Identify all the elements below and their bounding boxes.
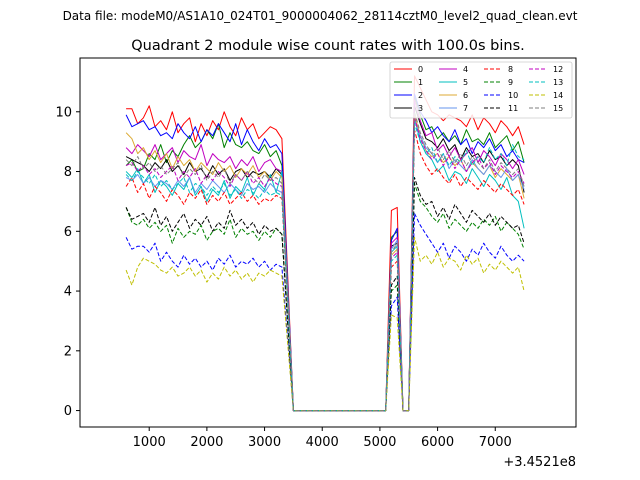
- legend-label-6: 6: [463, 91, 468, 100]
- series-10-line: [125, 212, 525, 412]
- legend-label-15: 15: [553, 104, 563, 113]
- series-14-line: [125, 236, 525, 412]
- series-15-line: [125, 111, 525, 412]
- legend-label-5: 5: [463, 78, 468, 87]
- legend-label-14: 14: [553, 91, 563, 100]
- y-tick-label: 2: [64, 344, 72, 359]
- series-4-line: [125, 99, 525, 412]
- x-tick-label: 2000: [190, 435, 223, 450]
- x-tick-label: 5000: [363, 435, 396, 450]
- legend-label-0: 0: [418, 65, 423, 74]
- legend-label-3: 3: [418, 104, 423, 113]
- series-layer: [125, 75, 525, 412]
- series-0-line: [126, 75, 525, 412]
- y-tick-label: 4: [64, 285, 72, 300]
- x-tick-label: 7000: [479, 435, 512, 450]
- legend-label-7: 7: [463, 104, 468, 113]
- legend-label-4: 4: [463, 65, 468, 74]
- x-tick-label: 1000: [133, 435, 166, 450]
- x-offset-text: +3.4521e8: [503, 455, 576, 470]
- legend-label-8: 8: [508, 65, 513, 74]
- legend-label-12: 12: [553, 65, 563, 74]
- axes-frame: [79, 57, 577, 428]
- x-tick-label: 6000: [421, 435, 454, 450]
- y-axis: 0 2 4 6 8 10: [55, 105, 80, 419]
- legend-label-11: 11: [508, 104, 518, 113]
- legend-label-1: 1: [418, 78, 423, 87]
- series-9-line: [125, 183, 525, 412]
- legend-label-9: 9: [508, 78, 513, 87]
- series-6-line: [125, 114, 525, 412]
- y-tick-label: 8: [64, 165, 72, 180]
- series-1-line: [125, 96, 525, 412]
- legend-label-13: 13: [553, 78, 563, 87]
- chart-title: Quadrant 2 module wise count rates with …: [131, 38, 525, 54]
- legend-frame: [389, 61, 573, 119]
- chart-suptitle: Data file: modeM0/AS1A10_024T01_90000040…: [63, 9, 578, 23]
- y-tick-label: 10: [55, 105, 72, 120]
- y-tick-label: 6: [64, 225, 72, 240]
- series-11-line: [125, 177, 525, 412]
- plot-area: [79, 57, 577, 428]
- legend-label-10: 10: [508, 91, 518, 100]
- series-8-line: [125, 129, 525, 412]
- x-tick-label: 4000: [306, 435, 339, 450]
- x-tick-label: 3000: [248, 435, 281, 450]
- legend-label-2: 2: [418, 91, 423, 100]
- x-axis: 1000 2000 3000 4000 5000 6000 7000: [133, 427, 512, 450]
- series-13-line: [125, 123, 525, 412]
- y-tick-label: 0: [64, 404, 72, 419]
